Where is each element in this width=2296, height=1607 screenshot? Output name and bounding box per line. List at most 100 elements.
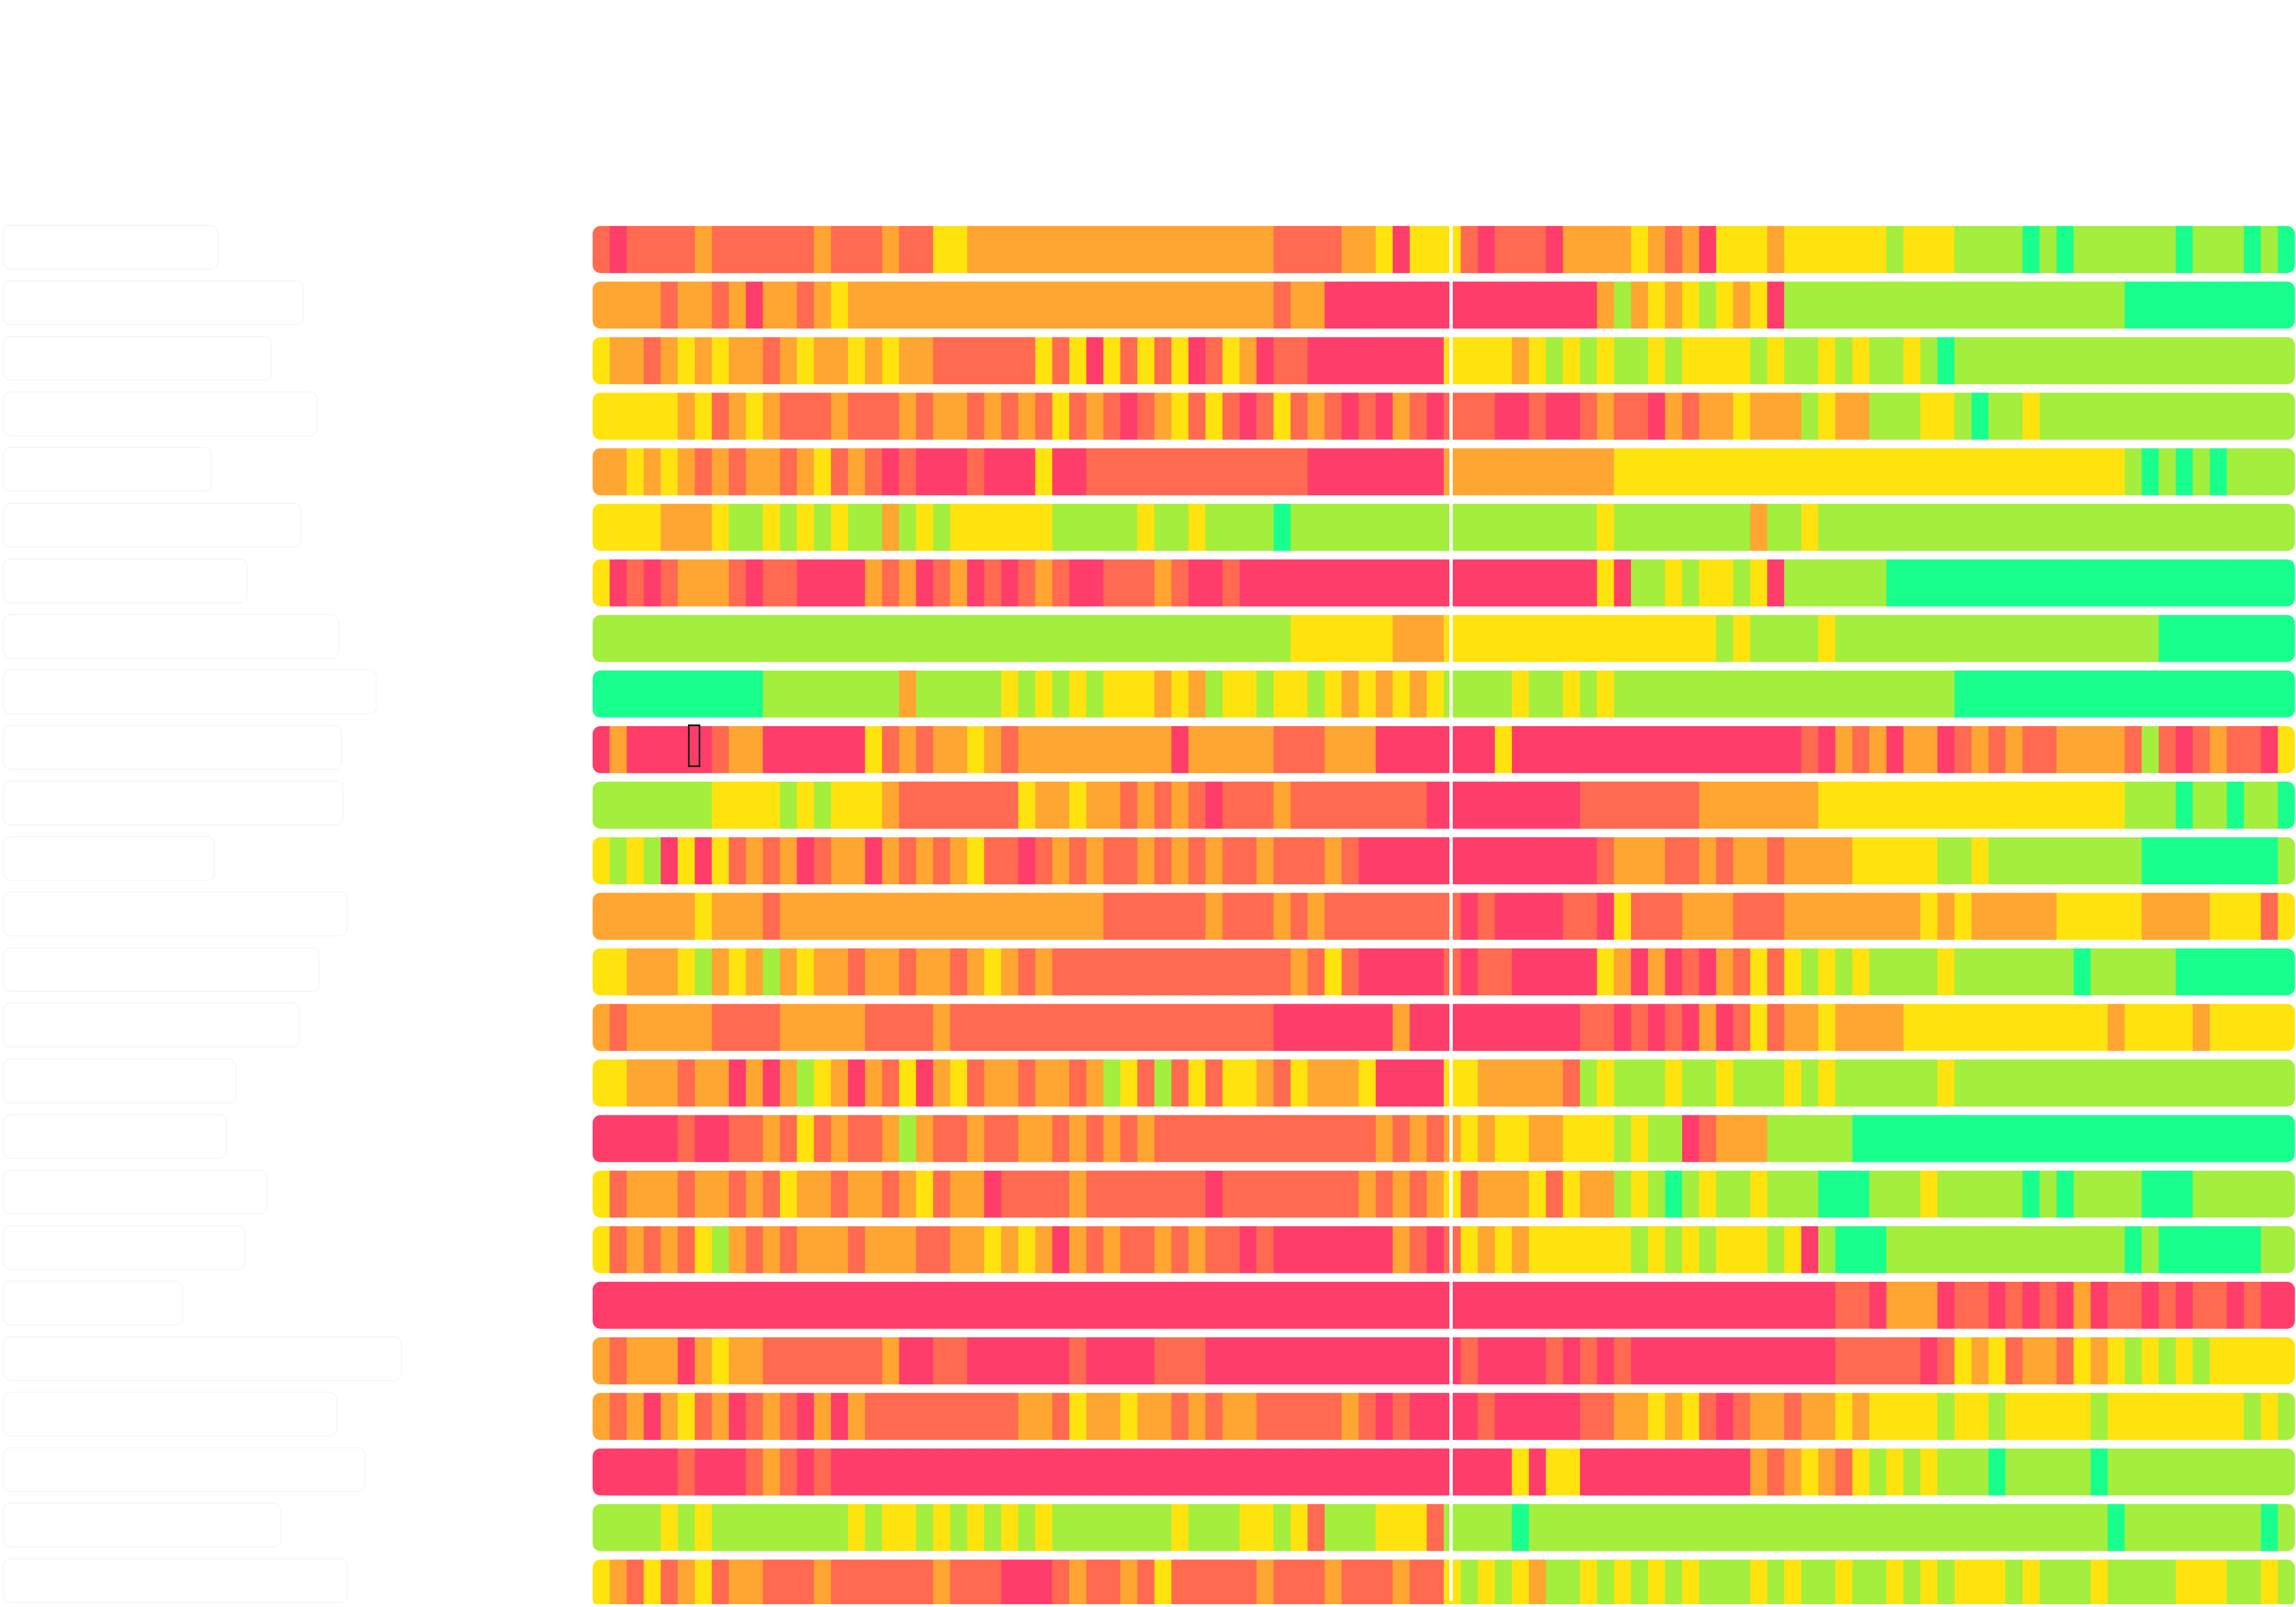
heatmap-cell [1341,726,1359,773]
heatmap-cell [728,782,747,829]
heatmap-cell [848,504,866,551]
heatmap-cell [1171,1115,1189,1162]
heatmap-cell [1222,615,1240,662]
heatmap-cell [1171,337,1189,385]
heatmap-cell [695,1226,713,1273]
heatmap-cell [1018,226,1036,273]
heatmap-cell [814,1059,831,1107]
heatmap-cell [1426,392,1444,440]
heatmap-cell [1784,1115,1802,1162]
heatmap-cell [916,337,934,385]
heatmap-cell [1852,615,1870,662]
heatmap-cell [1222,337,1240,385]
heatmap-cell [865,782,883,829]
heatmap-cell [1461,226,1479,273]
row-label-text [4,1337,401,1357]
heatmap-cell [2022,504,2040,551]
heatmap-cell [1954,1059,1972,1107]
heatmap-cell [712,1559,729,1607]
heatmap-cell [1052,1170,1070,1218]
heatmap-cell [1290,837,1308,885]
heatmap-cell [1750,1115,1768,1162]
heatmap-cell [933,670,951,718]
heatmap-cell [1801,392,1819,440]
heatmap-cell [2022,1004,2040,1051]
heatmap-cell [593,1004,611,1051]
heatmap-cell [2090,893,2108,940]
heatmap-cell [865,1059,883,1107]
heatmap-cell [1630,504,1649,551]
heatmap-cell [1324,1504,1342,1551]
heatmap-cell [712,615,729,662]
heatmap-cell [899,782,917,829]
heatmap-cell [1937,837,1955,885]
heatmap-cell [1205,1115,1223,1162]
heatmap-cell [1682,948,1700,996]
heatmap-cell [2124,448,2142,496]
heatmap-cell [1528,1393,1546,1440]
heatmap-cell [2090,1170,2108,1218]
heatmap-cell [1512,1115,1530,1162]
heatmap-cell [950,615,968,662]
heatmap-cell [2056,1115,2075,1162]
heatmap-cell [933,504,951,551]
heatmap-cell [1733,726,1751,773]
heatmap-cell [2226,1393,2244,1440]
heatmap-cell [728,893,747,940]
heatmap-cell [916,948,934,996]
heatmap-cell [1886,1448,1904,1496]
heatmap-cell [1222,1448,1240,1496]
heatmap-cell [967,1281,985,1329]
heatmap-cell [1971,1337,1989,1384]
heatmap-cell [1903,504,1921,551]
heatmap-cell [1239,1337,1257,1384]
heatmap-cell [2261,1281,2279,1329]
heatmap-cell [1716,615,1734,662]
heatmap-cell [1614,670,1632,718]
heatmap-cell [1239,337,1257,385]
heatmap-cell [984,1004,1002,1051]
heatmap-cell [1767,504,1785,551]
heatmap-cell [1954,337,1972,385]
heatmap-cell [1035,504,1053,551]
heatmap-cell [814,504,831,551]
heatmap-cell [1171,1337,1189,1384]
heatmap-cell [2192,1226,2210,1273]
heatmap-cell [1954,1170,1972,1218]
heatmap-cell [1103,1393,1121,1440]
heatmap-cell [2090,504,2108,551]
heatmap-cell [2159,1226,2177,1273]
heatmap-cell [2277,392,2295,440]
heatmap-cell [1784,1559,1802,1607]
heatmap-cell [848,726,866,773]
heatmap-cell [609,670,627,718]
heatmap-cell [1512,948,1530,996]
heatmap-cell [2210,1115,2228,1162]
heatmap-cell [1903,448,1921,496]
heatmap-cell [950,281,968,329]
heatmap-cell [950,226,968,273]
heatmap-cell [1461,948,1479,996]
heatmap-cell [2108,1004,2126,1051]
heatmap-cell [1835,1004,1853,1051]
heatmap-cell [1818,1559,1836,1607]
heatmap-cell [2022,1448,2040,1496]
heatmap-cell [746,281,764,329]
heatmap-cell [848,837,866,885]
heatmap-cell [797,504,815,551]
heatmap-cell [984,281,1002,329]
heatmap-cell [1069,559,1087,607]
heatmap-cell [1920,1504,1938,1551]
heatmap-cell [2056,448,2075,496]
heatmap-cell [1052,893,1070,940]
heatmap-cell [1835,448,1853,496]
row-label-18 [3,1169,267,1215]
heatmap-cell [1171,448,1189,496]
heatmap-cell [746,448,764,496]
row-label-text [4,782,343,802]
heatmap-cell [1205,1226,1223,1273]
heatmap-cell [1035,1170,1053,1218]
heatmap-cell [677,615,695,662]
heatmap-cell [1359,1004,1376,1051]
heatmap-cell [2261,948,2279,996]
